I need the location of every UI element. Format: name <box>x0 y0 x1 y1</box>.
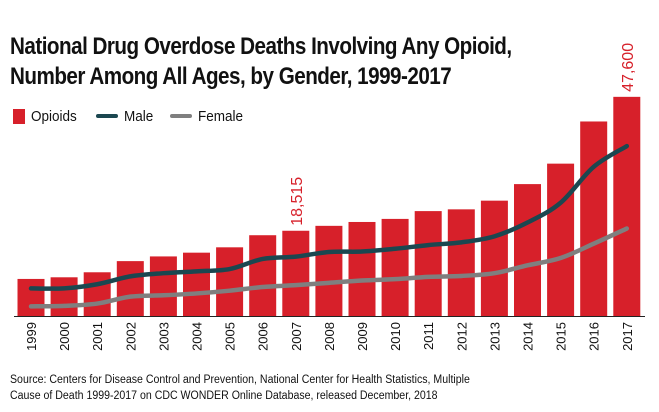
x-tick-label-2003: 2003 <box>156 322 171 351</box>
bar-2015 <box>547 163 575 316</box>
data-label-2017: 47,600 <box>620 43 637 92</box>
series-line-male <box>28 143 630 291</box>
legend-item-male: Male <box>95 107 157 125</box>
legend-swatch-female <box>170 114 193 118</box>
x-tick-label-2015: 2015 <box>554 322 569 351</box>
bar-2011 <box>414 211 442 316</box>
data-label-2007: 18,515 <box>289 177 306 226</box>
x-tick-label-2008: 2008 <box>322 322 337 351</box>
bar-1999 <box>17 278 45 316</box>
x-tick-label-2017: 2017 <box>620 322 635 351</box>
chart-title: National Drug Overdose Deaths Involving … <box>10 32 560 92</box>
bar-2002 <box>116 261 144 316</box>
x-tick-label-2000: 2000 <box>57 322 72 351</box>
legend-item-opioids: Opioids <box>13 108 82 125</box>
bar-2007 <box>282 230 310 316</box>
bar-2014 <box>514 184 541 316</box>
legend-label-male: Male <box>123 107 154 125</box>
legend-swatch-opioids <box>13 108 25 124</box>
x-tick-label-2007: 2007 <box>289 322 304 351</box>
x-tick-label-2006: 2006 <box>256 322 271 351</box>
x-tick-label-2002: 2002 <box>123 322 138 351</box>
x-tick-label-2009: 2009 <box>355 322 370 351</box>
x-tick-label-1999: 1999 <box>24 322 39 351</box>
bar-2003 <box>149 256 177 316</box>
x-tick-label-2013: 2013 <box>487 322 502 351</box>
x-tick-label-2004: 2004 <box>190 322 205 351</box>
title-line-2: Number Among All Ages, by Gender, 1999-2… <box>10 63 452 90</box>
x-tick-label-2016: 2016 <box>587 322 602 351</box>
x-tick-label-2012: 2012 <box>454 322 469 351</box>
legend: Opioids Male Female <box>13 106 262 126</box>
x-tick-label-2011: 2011 <box>421 322 436 350</box>
legend-label-opioids: Opioids <box>31 107 77 125</box>
bar-2017 <box>613 96 641 316</box>
bar-2010 <box>381 218 409 316</box>
bar-2012 <box>447 209 475 316</box>
bar-2004 <box>183 252 210 316</box>
title-line-1: National Drug Overdose Deaths Involving … <box>10 33 512 60</box>
x-tick-label-2005: 2005 <box>223 322 238 351</box>
bar-2000 <box>50 277 78 316</box>
bar-2008 <box>315 225 343 316</box>
legend-item-female: Female <box>170 108 248 125</box>
source-line-1: Source: Centers for Disease Control and … <box>10 374 470 386</box>
legend-label-female: Female <box>198 107 244 125</box>
series-line-female <box>28 226 630 309</box>
bar-2001 <box>83 272 111 316</box>
bar-2016 <box>580 121 608 316</box>
bar-2006 <box>249 235 277 316</box>
bar-2005 <box>216 247 244 316</box>
x-tick-label-2001: 2001 <box>90 322 105 351</box>
x-tick-label-2010: 2010 <box>388 322 403 351</box>
source-note: Source: Centers for Disease Control and … <box>10 372 470 404</box>
bar-2009 <box>348 221 376 316</box>
bar-2013 <box>480 200 508 316</box>
source-line-2: Cause of Death 1999-2017 on CDC WONDER O… <box>10 390 438 402</box>
x-tick-label-2014: 2014 <box>521 322 536 351</box>
legend-swatch-male <box>95 114 118 118</box>
